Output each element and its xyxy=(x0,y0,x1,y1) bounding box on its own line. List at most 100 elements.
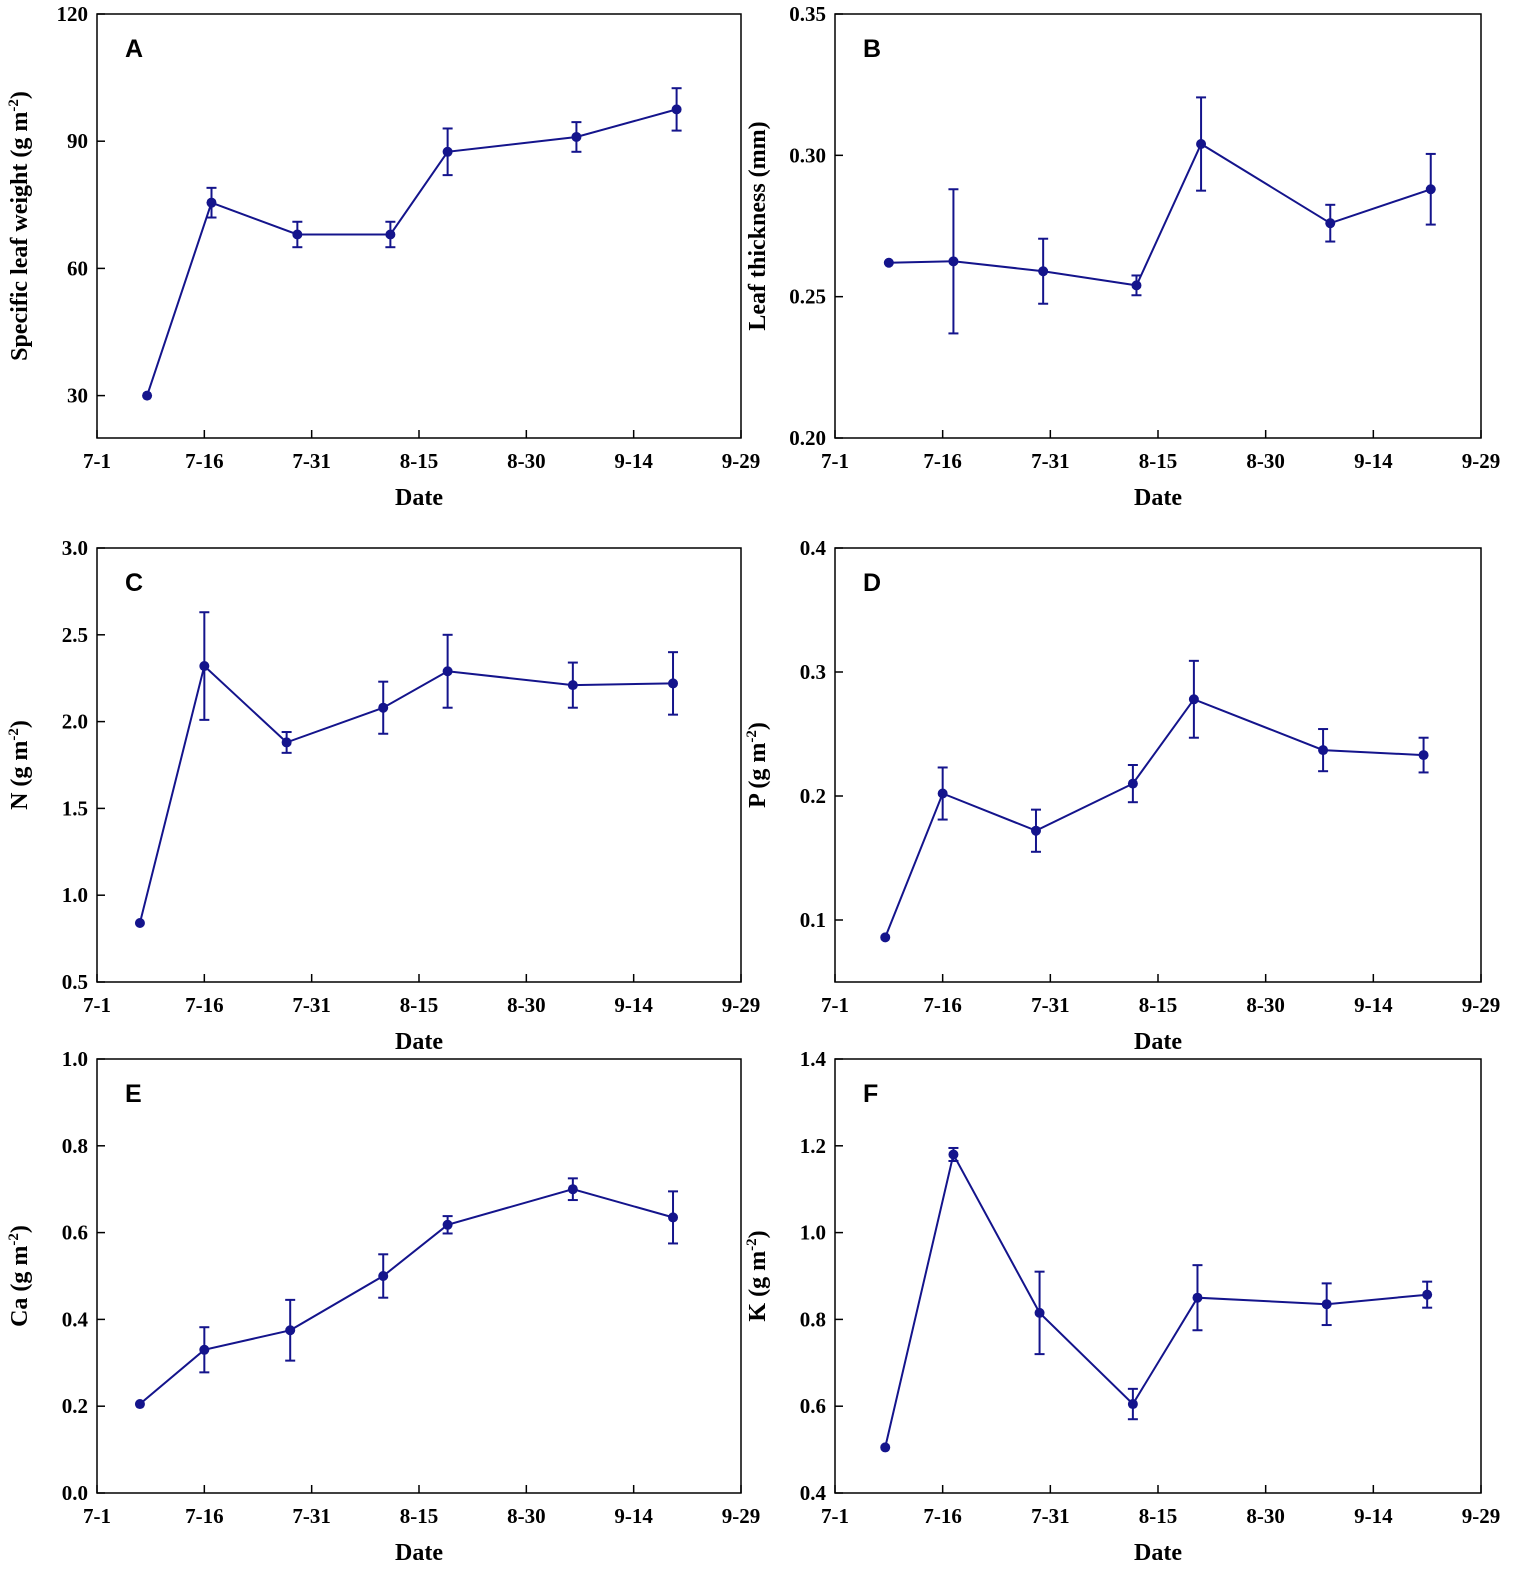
y-tick-label: 0.25 xyxy=(789,285,826,309)
data-point xyxy=(668,678,679,689)
panel-e: 0.0 0.2 0.4 0.6 0.8 1.0 7-1 7-16 7-31 8-15 8-30 9-1… xyxy=(6,1047,760,1566)
y-tick-label: 1.0 xyxy=(62,1047,88,1071)
x-tick-label: 8-15 xyxy=(400,449,439,473)
y-tick-label: 0.4 xyxy=(800,1481,827,1505)
plot-frame xyxy=(834,13,1482,439)
y-axis-title: P (g m-2) xyxy=(744,722,771,808)
data-point xyxy=(1321,1299,1332,1310)
y-tick-label: 0.2 xyxy=(800,784,826,808)
series-line xyxy=(884,1151,1428,1448)
data-point xyxy=(134,917,145,928)
y-axis-title-main: N (g m xyxy=(7,741,33,810)
x-tick-label: 7-1 xyxy=(821,449,849,473)
y-axis-title: Specific leaf weight (g m-2) xyxy=(6,91,33,361)
data-point xyxy=(281,737,292,748)
y-tick-label: 0.30 xyxy=(789,143,826,167)
x-tick-label: 9-14 xyxy=(614,993,653,1017)
y-axis-title-main: Ca (g m xyxy=(7,1246,33,1327)
x-axis-title: Date xyxy=(1134,485,1182,511)
data-point xyxy=(1188,694,1199,705)
data-point xyxy=(1127,1399,1138,1410)
y-axis-title-superscript: -2 xyxy=(744,730,760,743)
panel-b: 0.20 0.25 0.30 0.35 7-1 7-16 7-31 8-15 8-30 9-14 9… xyxy=(745,2,1500,511)
y-axis-title-superscript: -2 xyxy=(744,1238,760,1251)
x-tick-label: 8-30 xyxy=(1246,1504,1285,1528)
x-tick-label: 8-30 xyxy=(1246,449,1285,473)
data-point xyxy=(1038,266,1049,277)
x-tick-label: 8-15 xyxy=(1139,449,1178,473)
data-point xyxy=(880,1442,891,1453)
panel-f: 0.4 0.6 0.8 1.0 1.2 1.4 7-1 7-16 7-31 8-15 8-30 9-1… xyxy=(744,1047,1500,1566)
y-tick-label: 1.2 xyxy=(800,1134,826,1158)
data-point xyxy=(880,932,891,943)
data-point xyxy=(671,104,682,115)
x-tick-label: 7-1 xyxy=(821,1504,849,1528)
y-tick-label: 0.6 xyxy=(800,1394,826,1418)
x-tick-label: 9-29 xyxy=(722,449,761,473)
data-point xyxy=(937,788,948,799)
panel-letter: B xyxy=(863,35,881,63)
y-tick-label: 1.5 xyxy=(62,796,88,820)
y-tick-label: 90 xyxy=(67,129,88,153)
x-tick-label: 9-14 xyxy=(614,449,653,473)
x-tick-label: 9-29 xyxy=(1462,1504,1501,1528)
data-point xyxy=(1318,745,1329,756)
y-tick-label: 0.8 xyxy=(62,1134,88,1158)
panel-d: 0.1 0.2 0.3 0.4 7-1 7-16 7-31 8-15 8-30 9-14 9-29 D… xyxy=(744,536,1500,1055)
y-axis-title-main: K (g m xyxy=(745,1251,771,1322)
plot-frame xyxy=(96,547,742,983)
series-line xyxy=(146,108,677,396)
panel-letter: A xyxy=(125,35,143,63)
y-tick-label: 0.20 xyxy=(789,426,826,450)
data-point xyxy=(1034,1307,1045,1318)
panel-letter: E xyxy=(125,1080,142,1108)
panel-a: 30 60 90 120 7-1 7-16 7-31 8-15 8-30 9-14 9-29 Date… xyxy=(6,2,760,511)
y-tick-label: 3.0 xyxy=(62,536,88,560)
x-tick-label: 9-14 xyxy=(614,1504,653,1528)
x-tick-label: 7-16 xyxy=(185,449,224,473)
x-tick-label: 8-30 xyxy=(507,1504,546,1528)
x-axis-title: Date xyxy=(1134,1029,1182,1055)
x-tick-label: 7-16 xyxy=(185,993,224,1017)
y-axis-title: Ca (g m-2) xyxy=(6,1225,33,1327)
x-tick-label: 7-31 xyxy=(292,993,331,1017)
x-tick-label: 8-30 xyxy=(507,993,546,1017)
data-point xyxy=(442,146,453,157)
data-point xyxy=(1030,825,1041,836)
y-tick-label: 0.2 xyxy=(62,1394,88,1418)
x-tick-label: 8-15 xyxy=(1139,1504,1178,1528)
data-point xyxy=(378,1271,389,1281)
y-tick-label: 0.1 xyxy=(800,908,826,932)
data-point xyxy=(1196,139,1207,150)
panel-letter: C xyxy=(125,569,143,597)
x-tick-label: 9-29 xyxy=(1462,993,1501,1017)
y-tick-label: 0.0 xyxy=(62,1481,88,1505)
plot-frame xyxy=(834,1058,1482,1494)
x-tick-label: 9-29 xyxy=(1462,449,1501,473)
x-tick-label: 9-14 xyxy=(1354,449,1393,473)
x-axis-title: Date xyxy=(395,1029,443,1055)
data-point xyxy=(206,197,217,208)
x-tick-label: 7-1 xyxy=(83,993,111,1017)
y-axis-title-end: ) xyxy=(745,722,771,730)
data-point xyxy=(142,390,153,401)
plot-frame xyxy=(96,13,742,439)
y-axis-title-end: ) xyxy=(7,1225,33,1233)
x-tick-label: 7-16 xyxy=(923,449,962,473)
data-point xyxy=(1192,1292,1203,1303)
y-axis-title-superscript: -2 xyxy=(6,1233,22,1246)
y-tick-label: 30 xyxy=(67,384,88,408)
x-tick-label: 7-16 xyxy=(923,993,962,1017)
x-tick-label: 9-29 xyxy=(722,993,761,1017)
x-tick-label: 9-14 xyxy=(1354,993,1393,1017)
y-axis-title-end: ) xyxy=(745,1230,771,1238)
y-tick-label: 1.0 xyxy=(62,883,88,907)
panel-letter: F xyxy=(863,1080,878,1108)
x-axis-title: Date xyxy=(395,1540,443,1566)
x-tick-label: 8-15 xyxy=(1139,993,1178,1017)
y-axis-title: K (g m-2) xyxy=(744,1230,771,1321)
y-tick-label: 0.6 xyxy=(62,1221,88,1245)
data-point xyxy=(948,256,959,267)
series-line xyxy=(138,664,674,924)
x-tick-label: 7-31 xyxy=(292,1504,331,1528)
